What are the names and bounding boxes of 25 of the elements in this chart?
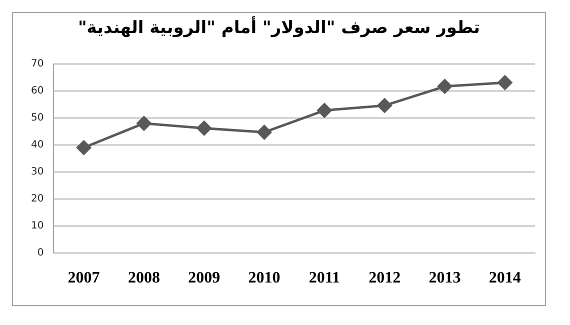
point (136, 116, 152, 131)
x-tick-label: 2008 (128, 270, 160, 287)
y-tick-label: 50 (30, 112, 44, 124)
y-tick-label: 60 (30, 86, 44, 97)
point (377, 98, 392, 113)
x-tick-label: 2009 (188, 270, 220, 287)
point (196, 120, 212, 136)
point (438, 79, 452, 94)
x-tick-label: 2012 (368, 270, 401, 287)
y-tick-label: 10 (30, 220, 44, 232)
y-tick-label: 0 (37, 247, 44, 258)
x-tick-label: 2007 (68, 270, 100, 287)
y-tick-label: 20 (30, 193, 44, 204)
x-tick-label: 2010 (248, 270, 280, 287)
x-tick-label: 2011 (308, 270, 340, 287)
chart-title: تطور سعر صرف "الدولار" أمام "الروبية الهندية" (76, 18, 482, 38)
point (76, 140, 92, 155)
y-tick-label: 70 (30, 58, 44, 70)
y-tick-label: 40 (30, 140, 44, 151)
y-tick-label: 30 (30, 166, 44, 178)
point (257, 124, 272, 140)
point (498, 75, 512, 90)
x-tick-label: 2013 (428, 270, 461, 287)
x-tick-label: 2014 (488, 270, 521, 287)
point (317, 103, 332, 118)
